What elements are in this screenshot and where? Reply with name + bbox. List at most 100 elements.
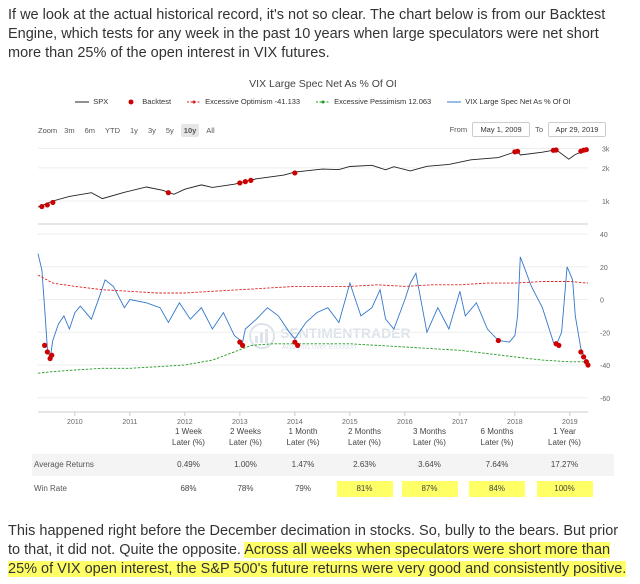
backtest-point [42,342,48,348]
vix-large-spec-net-as-of-oi-line [37,253,589,366]
backtest-point [583,147,589,153]
column-header-line: 1 Month [288,427,318,436]
backtest-point [585,362,591,368]
range-to-input[interactable]: Apr 29, 2019 [548,122,606,137]
column-header-line: Later (%) [548,438,581,447]
table-cell: 81% [336,481,393,497]
backtest-point [581,354,587,360]
y-tick-label: -40 [600,363,610,370]
watermark-logo-icon [249,323,275,349]
y-tick-label: 20 [600,265,608,272]
table-cell: 78% [237,484,254,493]
x-tick-label: 2018 [507,419,523,426]
x-tick-label: 2014 [287,419,303,426]
column-header-line: Later (%) [413,438,446,447]
row-label: Average Returns [34,460,94,469]
column-header: 1 Week Later (%) [159,426,219,448]
column-header-line: 2 Months [348,427,381,436]
range-from-input[interactable]: May 1, 2009 [472,122,531,137]
column-header-line: 1 Year [553,427,576,436]
backtest-point [295,342,301,348]
zoom-button-6m[interactable]: 6m [84,126,96,135]
backtest-point [165,190,171,196]
y-tick-label: 0 [600,298,604,305]
watermark-text: SENTIMENTRADER [280,325,411,341]
column-header-line: 3 Months [413,427,446,436]
backtest-point [39,203,45,210]
table-cell: 87% [401,481,458,497]
legend-dashed-line-icon [187,100,202,103]
legend-label: Backtest [142,97,172,106]
plot-area: SENTIMENTRADER Analysis over Emotion 1k 2… [37,147,610,426]
column-header: 2 Months Later (%) [335,426,395,448]
column-header: 2 Weeks Later (%) [216,426,276,448]
backtest-point [44,349,50,355]
backtest-point [556,342,562,348]
table-cell: 1.47% [291,460,315,469]
zoom-button-1y[interactable]: 1y [130,126,138,135]
column-header-line: 2 Weeks [230,427,261,436]
legend-item-excessive-optimism[interactable]: Excessive Optimism -41.133 [187,97,300,106]
column-header-line: 6 Months [480,427,514,436]
outro-paragraph: This happened right before the December … [8,522,632,579]
x-tick-label: 2011 [122,419,137,426]
range-to-label: To [535,125,543,134]
zoom-button-5y[interactable]: 5y [165,126,174,135]
y-tick-label: 1k [602,199,610,206]
table-cell: 100% [536,481,593,497]
chart-title: VIX Large Spec Net As % Of OI [249,78,397,90]
legend-dashed-line-icon [316,100,331,103]
table-cell: 0.49% [177,460,200,469]
chart-legend: SPX Backtest Excessive Optimism -41.133 … [28,97,618,106]
backtest-point [49,352,55,358]
backtest-point [50,199,56,206]
x-tick-label: 2019 [562,419,578,426]
backtest-point [515,148,521,154]
y-tick-label: -60 [600,396,610,403]
legend-dot-icon [128,99,134,104]
x-tick-label: 2017 [452,419,468,426]
backtest-point [292,170,298,176]
column-header-line: Later (%) [348,438,381,447]
column-header-line: Later (%) [172,438,205,447]
legend-item-backtest[interactable]: Backtest [124,97,171,106]
zoom-button-ytd[interactable]: YTD [105,126,121,135]
watermark: SENTIMENTRADER Analysis over Emotion [249,323,411,351]
column-header-line: Later (%) [480,438,514,447]
legend-line-icon [75,101,90,102]
backtest-point [44,202,50,208]
legend-line-icon [447,101,462,102]
zoom-button-3y[interactable]: 3y [147,126,156,135]
legend-label: Excessive Optimism -41.133 [205,97,301,106]
y-tick-label: 3k [602,147,610,154]
table-cell: 2.63% [353,460,376,469]
legend-label: Excessive Pessimism 12.063 [334,97,432,106]
legend-item-spx[interactable]: SPX [75,97,108,106]
table-cell: 3.64% [418,460,441,469]
zoom-button-all[interactable]: All [206,126,215,135]
table-row [32,454,614,476]
backtest-point [242,179,248,185]
y-tick-label: -20 [600,330,610,337]
column-header: 6 Months Later (%) [467,426,527,448]
column-header: 1 Month Later (%) [273,426,333,448]
legend-item-vix-spec[interactable]: VIX Large Spec Net As % Of OI [447,97,571,106]
y-tick-label: 40 [600,232,608,239]
table-cell: 68% [180,484,197,493]
row-label: Win Rate [34,484,67,493]
range-from-label: From [449,125,468,134]
zoom-button-10y[interactable]: 10y [180,124,200,137]
table-cell: 79% [294,484,311,493]
zoom-button-3m[interactable]: 3m [64,126,75,135]
column-header-line: Later (%) [286,438,320,447]
column-header: 3 Months Later (%) [400,426,460,448]
legend-item-excessive-pessimism[interactable]: Excessive Pessimism 12.063 [316,97,431,106]
x-tick-label: 2015 [342,419,358,426]
table-cell: 7.64% [485,460,509,469]
backtest-point [495,337,501,344]
x-tick-label: 2012 [177,419,193,426]
legend-label: VIX Large Spec Net As % Of OI [465,97,571,106]
table-cell: 17.27% [550,460,579,469]
date-range-selector: From May 1, 2009 To Apr 29, 2019 [450,122,606,137]
column-header-line: Later (%) [229,438,262,447]
